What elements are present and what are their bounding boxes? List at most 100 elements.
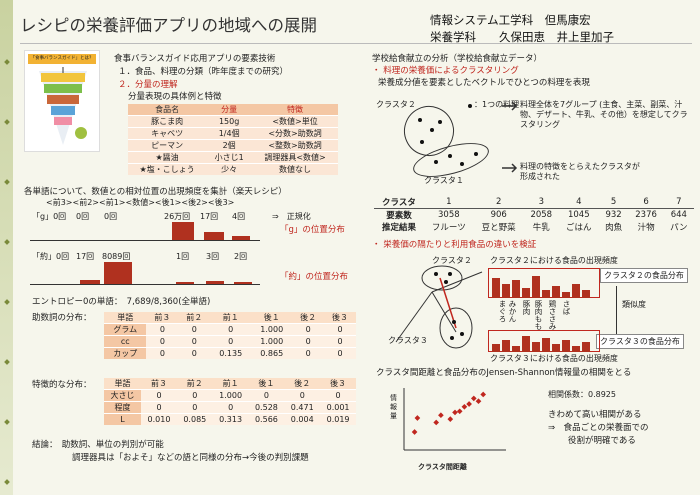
g-count-6: 4回 — [232, 212, 246, 221]
food-quantity-table: 食品名 分量 特徴 豚こま肉 150g <数値>単位 キャベツ 1/4個 <分数>助数詞… — [128, 104, 338, 175]
sidebar-decoration — [0, 0, 13, 495]
table-row: cc 0 0 0 1.000 0 0 — [104, 335, 356, 347]
count-title: 各単語について、数値との相対位置の出現頻度を集計（楽天レシピ） — [24, 187, 287, 197]
x-axis-label: クラスタ間距離 — [418, 463, 467, 471]
dish-dot — [438, 120, 442, 124]
diagram-cluster-2: クラスタ２ — [432, 256, 472, 265]
g-bar — [232, 236, 250, 240]
josuushi-label: 助数詞の分布： — [32, 313, 92, 323]
freq-bar — [582, 290, 590, 298]
counter-word-distribution-table: 単語 前３ 前２ 前１ 後１ 後２ 後３ グラム 0 0 0 1.000 0 0 cc 0 0 0 1.000 0… — [104, 312, 356, 359]
diagram-cluster-3: クラスタ３ — [388, 336, 428, 345]
result-2: ⇒ 食品ごとの栄養面での — [548, 423, 649, 433]
col-header-feature: 特徴 — [252, 104, 338, 116]
sidebar-marker — [4, 359, 10, 365]
freq-bar — [582, 342, 590, 352]
freq-bar — [542, 338, 550, 352]
freq-bar — [552, 344, 560, 352]
g-count-4: 26万回 — [164, 212, 191, 221]
freq-bar — [562, 292, 570, 298]
dish-dot — [474, 152, 478, 156]
food-label: 豚肉 — [522, 300, 531, 315]
freq-bar — [522, 288, 530, 298]
table-row: 推定結果 フルーツ 豆と野菜 牛乳 ごはん 肉魚 汁物 パン — [381, 223, 688, 233]
g-bar — [172, 222, 194, 240]
g-distribution-label: 「g」の位置分布 — [280, 225, 345, 235]
legend-dot — [468, 104, 472, 108]
table-row: ★塩・こしょう 少々 数値なし — [128, 163, 338, 175]
correlation-scatter-plot — [403, 388, 506, 451]
feature-note: 料理の特徴をとらえたクラスタが 形成された — [520, 162, 640, 181]
dish-dot — [430, 128, 434, 132]
tokucho-label: 特徴的な分布： — [32, 380, 92, 390]
scatter-point — [466, 401, 472, 407]
yaku-count-5: 3回 — [206, 252, 220, 261]
table-row: L 0.010 0.085 0.313 0.566 0.004 0.019 — [104, 413, 356, 425]
g-count-2: 0回 — [76, 212, 90, 221]
g-count-3: 0回 — [104, 212, 118, 221]
one-dish-legend: ：1つの料理 — [474, 100, 520, 109]
freq-bar — [572, 284, 580, 298]
table-row: ピーマン 2個 <整数>助数詞 — [128, 139, 338, 152]
yaku-distribution-label: 「約」の位置分布 — [280, 272, 349, 282]
authors-line-2: 栄養学科 久保田恵 井上里加子 — [430, 30, 614, 44]
table-row: キャベツ 1/4個 <分数>助数詞 — [128, 127, 338, 140]
clustering-subheading: ・ 料理の栄養価によるクラスタリング — [372, 66, 519, 76]
group-note: 料理全体を7グループ (主食、主菜、副菜、汁物、デザート、牛乳、その他）を想定し… — [520, 100, 688, 129]
scatter-point — [447, 416, 454, 422]
yaku-bar — [176, 282, 194, 284]
scatter-point — [470, 395, 477, 402]
freq-bar — [512, 346, 520, 352]
normalize-arrow: ⇒ 正規化 — [272, 212, 311, 221]
freq-bar — [492, 278, 500, 298]
scatter-point — [438, 412, 444, 419]
scatter-point — [480, 391, 487, 398]
dish-dot — [418, 118, 422, 122]
balance-guide-thumbnail: 「食事バランスガイド」とは？ — [24, 50, 100, 152]
table-row: 要素数 3058 906 2058 1045 932 2376 644 — [386, 210, 687, 221]
freq-bar — [522, 336, 530, 352]
dish-dot — [420, 140, 424, 144]
conclusion-1: 結論： 助数詞、単位の判別が可能 — [32, 440, 164, 450]
dish-dot — [448, 154, 452, 158]
table-row: カップ 0 0 0.135 0.865 0 0 — [104, 346, 356, 359]
arrow-icon — [502, 101, 518, 111]
scatter-point — [475, 398, 482, 405]
sidebar-marker — [4, 179, 10, 185]
sidebar-marker — [4, 419, 10, 425]
arrow-icon — [502, 163, 518, 173]
yaku-count-3: 8089回 — [102, 252, 131, 261]
table-row: 豚こま肉 150g <数値>単位 — [128, 115, 338, 128]
spinning-top-icon — [39, 67, 87, 145]
cluster-1-label: クラスタ１ — [424, 176, 464, 185]
freq-bar — [532, 342, 540, 352]
freq-bar — [552, 286, 560, 298]
scatter-point — [411, 429, 418, 435]
dish-dot — [460, 162, 464, 166]
table-row: グラム 0 0 0 1.000 0 0 — [104, 323, 356, 336]
authors-line-1: 情報システム工学科 但馬康宏 — [430, 13, 591, 27]
cluster-3-frequency-label: クラスタ３における食品の出現頻度 — [490, 354, 618, 363]
right-heading: 学校給食献立の分析（学校給食献立データ） — [372, 54, 543, 64]
table-row: ★醤油 小さじ1 調理器具<数値> — [128, 151, 338, 164]
yaku-bar — [234, 282, 252, 284]
entropy-line: エントロピー0の単語： 7,689/8,360(全単語) — [32, 297, 211, 307]
scatter-point — [461, 403, 468, 410]
g-baseline — [30, 240, 260, 241]
sidebar-marker — [4, 479, 10, 485]
sidebar-marker — [4, 119, 10, 125]
item-2: ２．分量の理解 — [118, 80, 178, 90]
cluster-2-distribution-label: クラスタ２の食品分布 — [600, 268, 688, 283]
cluster-summary-table: クラスタ 1 2 3 4 5 6 7 要素数 3058 906 2058 1045 932 2376 644… — [374, 196, 694, 233]
position-header: <前3><前2><前1><数値><後1><後2><後3> — [46, 198, 235, 207]
verification-subheading: ・ 栄養価の隔たりと利用食品の違いを検証 — [372, 240, 537, 250]
scatter-point — [456, 408, 463, 415]
yaku-bar — [206, 281, 224, 284]
dish-dot — [434, 160, 438, 164]
yaku-count-4: 1回 — [176, 252, 190, 261]
yaku-count-2: 17回 — [76, 252, 95, 261]
yaku-count-6: 2回 — [234, 252, 248, 261]
freq-bar — [492, 344, 500, 352]
freq-bar — [512, 280, 520, 298]
sidebar-marker — [4, 239, 10, 245]
